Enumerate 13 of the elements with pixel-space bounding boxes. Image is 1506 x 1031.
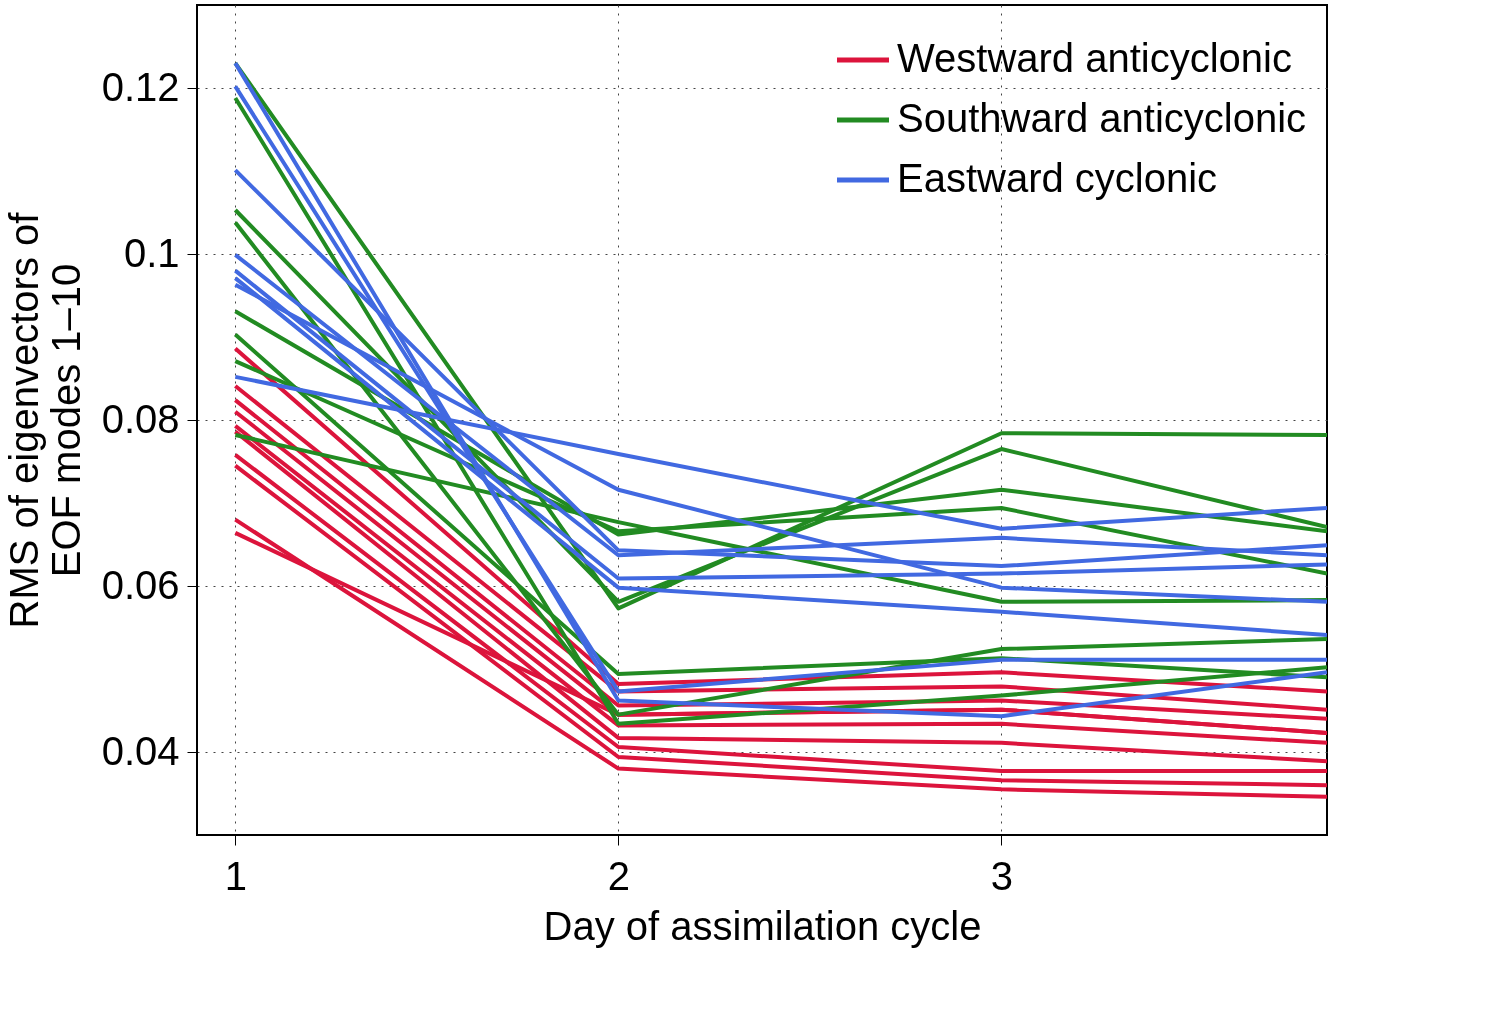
y-tick-label: 0.04 <box>101 728 180 773</box>
y-axis-title: RMS of eigenvectors of EOF modes 1–10 <box>1 211 88 629</box>
y-tick-label: 0.12 <box>101 64 180 109</box>
y-tick-label: 0.1 <box>123 230 180 275</box>
x-tick-label: 2 <box>607 853 630 898</box>
x-tick-label: 3 <box>990 853 1014 898</box>
y-tick-label: 0.06 <box>101 562 180 607</box>
legend-label: Southward anticyclonic <box>897 96 1307 140</box>
legend-label: Westward anticyclonic <box>897 36 1292 80</box>
y-tick-label: 0.08 <box>101 396 180 441</box>
x-tick-label: 1 <box>224 853 247 898</box>
x-axis-title: Day of assimilation cycle <box>543 903 982 948</box>
legend-label: Eastward cyclonic <box>897 156 1218 200</box>
